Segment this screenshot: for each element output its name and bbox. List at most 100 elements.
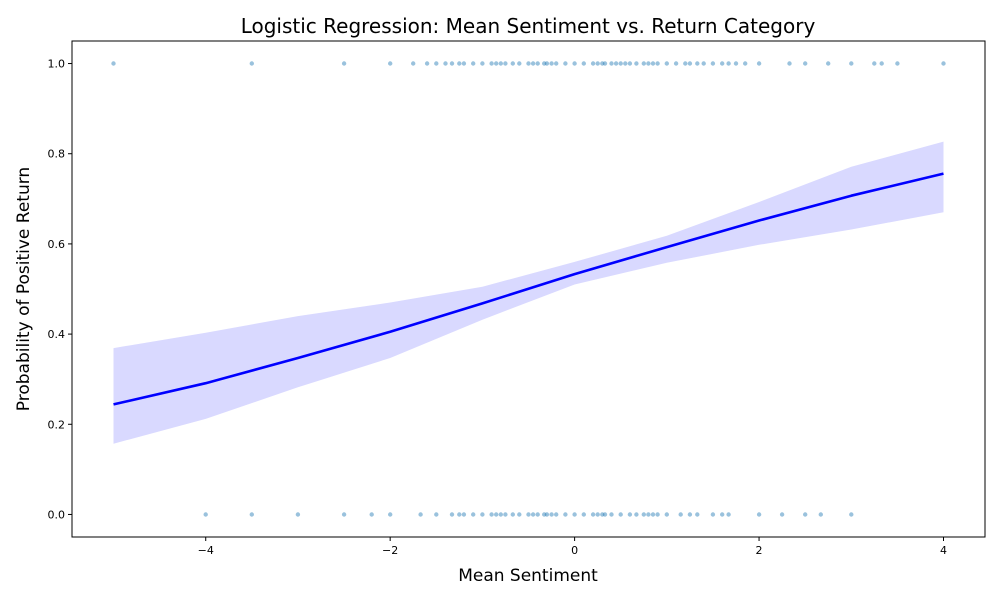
scatter-point-y0 <box>457 512 462 517</box>
axes-frame <box>71 40 986 538</box>
scatter-point-y1 <box>111 61 116 66</box>
scatter-point-y0 <box>664 512 669 517</box>
plot-area <box>111 61 946 517</box>
scatter-point-y0 <box>849 512 854 517</box>
scatter-point-y0 <box>720 512 725 517</box>
x-tick-label: −4 <box>198 544 214 557</box>
scatter-point-y0 <box>710 512 716 517</box>
scatter-point-y0 <box>602 512 608 517</box>
regression-line <box>113 172 944 406</box>
scatter-point-y1 <box>424 61 430 66</box>
scatter-point-y0 <box>503 512 508 517</box>
scatter-point-y1 <box>434 61 439 66</box>
scatter-point-y1 <box>449 61 455 66</box>
scatter-point-y0 <box>510 512 515 517</box>
scatter-point-y1 <box>510 61 515 66</box>
scatter-point-y0 <box>646 512 651 517</box>
scatter-point-y0 <box>756 512 762 517</box>
scatter-point-y1 <box>388 61 393 66</box>
scatter-point-y1 <box>879 61 884 66</box>
scatter-point-y1 <box>549 61 554 66</box>
scatter-point-y1 <box>517 61 522 66</box>
scatter-point-y0 <box>341 512 347 517</box>
scatter-point-y1 <box>655 61 660 66</box>
scatter-point-y1 <box>590 61 596 66</box>
scatter-point-y1 <box>756 61 762 66</box>
y-tick-label: 0.2 <box>48 418 66 431</box>
scatter-point-y0 <box>249 512 254 517</box>
scatter-point-y1 <box>650 61 656 66</box>
x-axis-label: Mean Sentiment <box>458 566 598 586</box>
scatter-point-y1 <box>341 61 347 66</box>
scatter-point-y0 <box>600 512 605 517</box>
scatter-point-y1 <box>457 61 462 66</box>
scatter-point-y1 <box>554 61 559 66</box>
scatter-point-y1 <box>826 61 831 66</box>
x-tick-label: 4 <box>940 544 947 557</box>
scatter-point-y1 <box>443 61 448 66</box>
scatter-point-y0 <box>695 512 700 517</box>
scatter-point-y1 <box>461 61 467 66</box>
scatter-point-y1 <box>695 61 700 66</box>
y-tick-label: 0.0 <box>48 508 66 521</box>
scatter-point-y1 <box>687 61 693 66</box>
scatter-point-y0 <box>572 512 577 517</box>
scatter-point-y1 <box>787 61 792 66</box>
scatter-point-y0 <box>678 512 683 517</box>
scatter-point-y1 <box>803 61 808 66</box>
scatter-point-y0 <box>726 512 731 517</box>
scatter-point-y0 <box>609 512 614 517</box>
x-tick-label: −2 <box>382 544 398 557</box>
scatter-point-y0 <box>517 512 522 517</box>
scatter-point-y1 <box>503 61 508 66</box>
scatter-point-y1 <box>563 61 568 66</box>
scatter-point-y1 <box>872 61 877 66</box>
scatter-point-y0 <box>388 512 393 517</box>
scatter-point-y1 <box>646 61 651 66</box>
scatter-point-y1 <box>489 61 494 66</box>
scatter-point-y1 <box>664 61 669 66</box>
scatter-point-y1 <box>526 61 531 66</box>
scatter-point-y1 <box>627 61 633 66</box>
scatter-point-y1 <box>480 61 485 66</box>
scatter-point-y0 <box>526 512 531 517</box>
scatter-point-y0 <box>634 512 639 517</box>
y-tick-label: 0.4 <box>48 328 66 341</box>
scatter-point-y0 <box>687 512 693 517</box>
scatter-point-y0 <box>641 512 646 517</box>
scatter-point-y0 <box>489 512 494 517</box>
scatter-point-y1 <box>683 61 688 66</box>
scatter-point-y1 <box>634 61 639 66</box>
x-tick-label: 0 <box>571 544 578 557</box>
scatter-point-y0 <box>563 512 568 517</box>
scatter-point-y1 <box>710 61 716 66</box>
scatter-point-y1 <box>726 61 731 66</box>
scatter-point-y1 <box>602 61 608 66</box>
scatter-point-y1 <box>623 61 628 66</box>
scatter-point-y0 <box>549 512 554 517</box>
scatter-point-y1 <box>542 61 547 66</box>
chart-title: Logistic Regression: Mean Sentiment vs. … <box>241 14 816 38</box>
y-tick-label: 0.8 <box>48 148 66 161</box>
scatter-point-y0 <box>542 512 547 517</box>
scatter-point-y1 <box>544 61 550 66</box>
scatter-point-y1 <box>641 61 646 66</box>
axis-ticks: −4 −2 0 2 4 0.0 0.2 0.4 0.6 0.8 1.0 <box>48 58 948 557</box>
scatter-point-y0 <box>590 512 596 517</box>
scatter-point-y1 <box>600 61 605 66</box>
scatter-point-y0 <box>434 512 439 517</box>
scatter-point-y0 <box>818 512 823 517</box>
scatter-point-y0 <box>595 512 600 517</box>
scatter-point-y1 <box>733 61 739 66</box>
scatter-point-y1 <box>494 61 499 66</box>
scatter-point-y1 <box>743 61 748 66</box>
scatter-point-y0 <box>544 512 550 517</box>
scatter-point-y0 <box>203 512 208 517</box>
scatter-point-y0 <box>650 512 656 517</box>
scatter-point-y0 <box>480 512 485 517</box>
scatter-point-y0 <box>449 512 455 517</box>
scatter-point-y0 <box>627 512 633 517</box>
scatter-point-y1 <box>581 61 586 66</box>
scatter-point-y1 <box>471 61 476 66</box>
